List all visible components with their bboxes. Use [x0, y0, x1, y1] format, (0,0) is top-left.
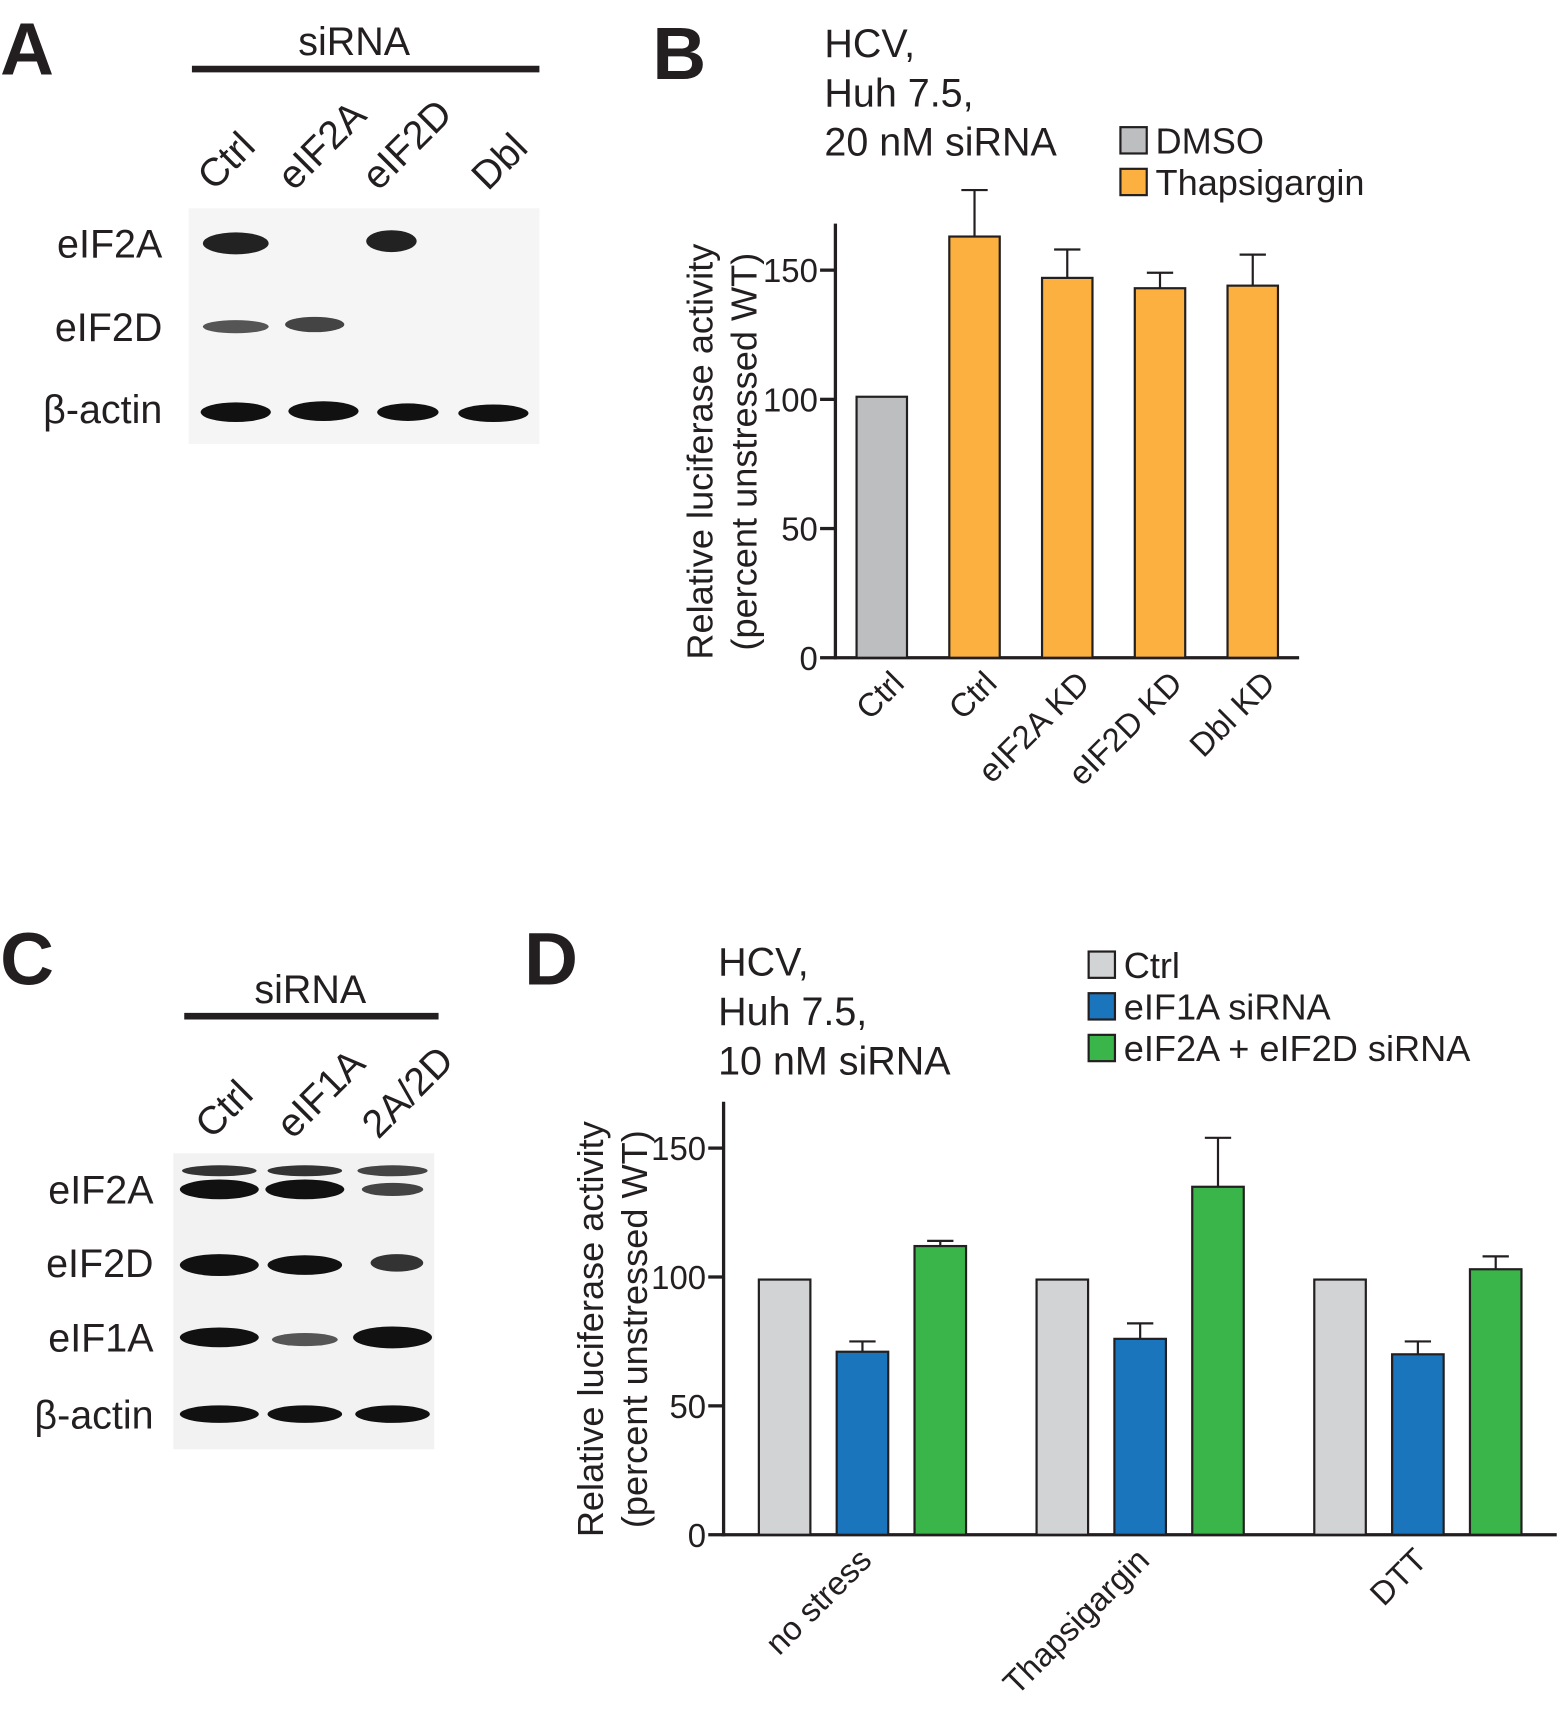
panel-letter: D — [524, 917, 578, 1000]
legend-swatch — [1087, 992, 1117, 1021]
x-tick-label: Thapsigargin — [996, 1541, 1157, 1702]
error-bar — [1146, 271, 1174, 289]
annotation: 20 nM siRNA — [824, 121, 1057, 165]
legend-label: DMSO — [1156, 120, 1264, 161]
bar — [1391, 1353, 1445, 1536]
row-label: β-actin — [43, 388, 162, 432]
y-tick-label: 150 — [651, 1130, 706, 1167]
x-tick-label: Dbl KD — [1182, 664, 1282, 764]
row-label: β-actin — [34, 1393, 153, 1437]
lane-label: eIF2D — [354, 91, 461, 198]
bar — [1113, 1337, 1168, 1536]
lane-label: Ctrl — [187, 1072, 262, 1147]
bar — [1040, 276, 1094, 659]
x-tick-label: DTT — [1362, 1541, 1433, 1612]
legend-swatch — [1119, 167, 1148, 197]
row-label: eIF1A — [48, 1317, 154, 1361]
bar — [1468, 1268, 1523, 1536]
legend-label: eIF1A siRNA — [1124, 987, 1332, 1028]
lane-label: eIF1A — [268, 1040, 374, 1146]
x-tick-label: Ctrl — [849, 664, 911, 726]
y-axis-label: (percent unstressed WT) — [614, 1130, 655, 1528]
annotation: 10 nM siRNA — [718, 1039, 951, 1083]
error-bar — [1204, 1136, 1232, 1187]
error-bar — [961, 188, 988, 237]
panel-letter: B — [652, 12, 706, 95]
annotation: HCV, — [718, 941, 809, 985]
annotation: Huh 7.5, — [824, 71, 973, 115]
annotation: Huh 7.5, — [718, 990, 867, 1034]
legend-swatch — [1087, 950, 1117, 979]
y-tick-label: 100 — [763, 381, 818, 418]
blot-header: siRNA — [298, 20, 410, 64]
legend-label: Ctrl — [1124, 945, 1180, 986]
bar — [855, 395, 909, 659]
legend-swatch — [1087, 1033, 1117, 1063]
bar — [1191, 1185, 1245, 1536]
bar — [948, 235, 1001, 659]
x-tick-label: no stress — [758, 1541, 878, 1661]
row-label: eIF2A — [57, 223, 163, 267]
y-tick-label: 50 — [669, 1388, 706, 1425]
y-tick-label: 150 — [763, 252, 818, 289]
bar — [913, 1244, 968, 1536]
bar — [1133, 287, 1187, 659]
x-tick-label: Ctrl — [941, 664, 1003, 726]
blot-header: siRNA — [254, 968, 366, 1012]
bar — [1226, 284, 1280, 659]
row-label: eIF2D — [46, 1242, 153, 1286]
y-tick-label: 0 — [800, 640, 818, 677]
legend-swatch — [1119, 126, 1148, 155]
y-tick-label: 50 — [781, 511, 818, 548]
panel-letter: A — [0, 8, 54, 91]
lane-label: Dbl — [463, 125, 536, 198]
y-axis-label: Relative luciferase activity — [680, 244, 721, 660]
error-bar — [849, 1340, 876, 1352]
lane-label: 2A/2D — [354, 1038, 463, 1147]
error-bar — [1127, 1322, 1154, 1339]
row-label: eIF2D — [55, 306, 162, 350]
error-bar — [1404, 1340, 1432, 1355]
error-bar — [1482, 1255, 1509, 1270]
y-tick-label: 100 — [651, 1259, 706, 1296]
error-bar — [1054, 248, 1081, 278]
bar — [835, 1350, 890, 1536]
bar — [1313, 1278, 1367, 1536]
legend-label: eIF2A + eIF2D siRNA — [1124, 1028, 1472, 1069]
error-bar — [1239, 253, 1266, 286]
y-axis-label: Relative luciferase activity — [570, 1121, 611, 1537]
blot-image — [173, 1153, 435, 1450]
annotation: HCV, — [824, 22, 915, 66]
legend-label: Thapsigargin — [1156, 162, 1365, 203]
lane-label: eIF2A — [269, 92, 375, 198]
row-label: eIF2A — [48, 1169, 154, 1213]
bar — [1035, 1278, 1090, 1536]
lane-label: Ctrl — [189, 124, 264, 199]
y-axis-label: (percent unstressed WT) — [723, 253, 764, 651]
bar — [757, 1278, 812, 1536]
panel-letter: C — [0, 917, 54, 1000]
blot-image — [188, 208, 540, 444]
y-tick-label: 0 — [688, 1517, 706, 1554]
